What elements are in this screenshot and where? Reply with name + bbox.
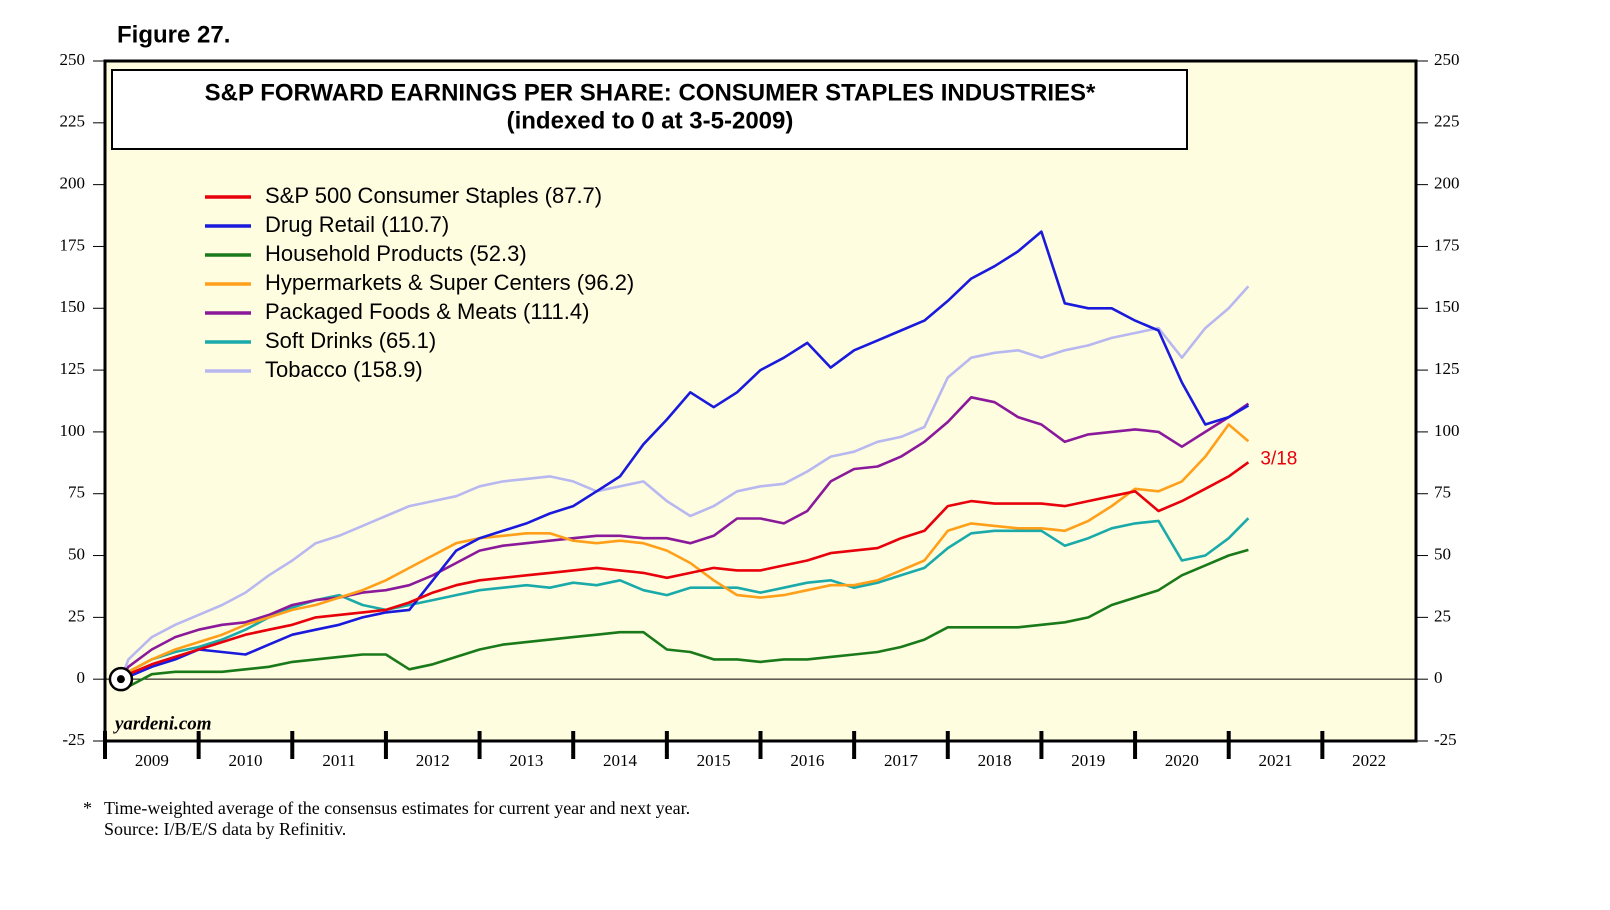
y-tick-label: 0 [77, 668, 86, 687]
y-tick-label: 25 [68, 606, 85, 625]
x-tick-label: 2015 [697, 751, 731, 770]
x-tick-label: 2020 [1165, 751, 1199, 770]
x-tick-label: 2013 [509, 751, 543, 770]
y-tick-label: 50 [68, 544, 85, 563]
y-tick-label: 100 [60, 421, 86, 440]
series-line [119, 517, 1250, 681]
series-line [120, 461, 1250, 681]
y-tick-label: 200 [60, 174, 86, 193]
plot-background [105, 61, 1416, 741]
x-tick-label: 2016 [790, 751, 824, 770]
y2-tick-label: 25 [1434, 606, 1451, 625]
end-label: 3/18 [1260, 448, 1297, 469]
legend-label: S&P 500 Consumer Staples (87.7) [265, 183, 602, 208]
y2-tick-label: 0 [1434, 668, 1443, 687]
y2-tick-label: 125 [1434, 359, 1460, 378]
x-tick-label: 2014 [603, 751, 638, 770]
y2-tick-label: 250 [1434, 50, 1460, 69]
watermark: yardeni.com [113, 713, 212, 734]
chart-subtitle: (indexed to 0 at 3-5-2009) [507, 107, 794, 134]
legend-label: Hypermarkets & Super Centers (96.2) [265, 270, 634, 295]
origin-dot [116, 675, 125, 684]
y-tick-label: -25 [62, 730, 85, 749]
title-box [111, 69, 1188, 150]
y-tick-label: 175 [60, 235, 86, 254]
y-tick-label: 225 [60, 112, 86, 131]
chart-title: S&P FORWARD EARNINGS PER SHARE: CONSUMER… [205, 79, 1096, 106]
x-tick-label: 2022 [1352, 751, 1386, 770]
y2-tick-label: 100 [1434, 421, 1460, 440]
y-tick-label: 75 [68, 483, 85, 502]
x-tick-label: 2011 [322, 751, 355, 770]
legend-label: Packaged Foods & Meats (111.4) [265, 299, 589, 324]
series-line [119, 423, 1250, 681]
y2-tick-label: 200 [1434, 174, 1460, 193]
x-tick-label: 2009 [135, 751, 169, 770]
y2-tick-label: 175 [1434, 235, 1460, 254]
y2-tick-label: 225 [1434, 112, 1460, 131]
figure-label: Figure 27. [117, 21, 230, 48]
x-tick-label: 2021 [1259, 751, 1293, 770]
legend-label: Household Products (52.3) [265, 241, 527, 266]
legend-label: Soft Drinks (65.1) [265, 328, 436, 353]
y2-tick-label: -25 [1434, 730, 1457, 749]
x-tick-label: 2017 [884, 751, 919, 770]
legend-label: Tobacco (158.9) [265, 357, 423, 382]
x-tick-label: 2018 [978, 751, 1012, 770]
y-tick-label: 150 [60, 297, 86, 316]
series-line [119, 396, 1250, 680]
footnote-marker: * [83, 798, 92, 818]
y2-tick-label: 150 [1434, 297, 1460, 316]
y2-tick-label: 75 [1434, 483, 1451, 502]
y-tick-label: 125 [60, 359, 86, 378]
series-line [119, 285, 1250, 680]
x-tick-label: 2019 [1071, 751, 1105, 770]
footnote: Time-weighted average of the consensus e… [104, 798, 690, 818]
plot-border [103, 59, 1418, 743]
series-line [119, 548, 1249, 688]
series-line [120, 230, 1250, 681]
legend-label: Drug Retail (110.7) [265, 212, 449, 237]
y2-tick-label: 50 [1434, 544, 1451, 563]
x-tick-label: 2012 [416, 751, 450, 770]
x-tick-label: 2010 [228, 751, 262, 770]
source-note: Source: I/B/E/S data by Refinitiv. [104, 819, 346, 839]
y-tick-label: 250 [60, 50, 86, 69]
